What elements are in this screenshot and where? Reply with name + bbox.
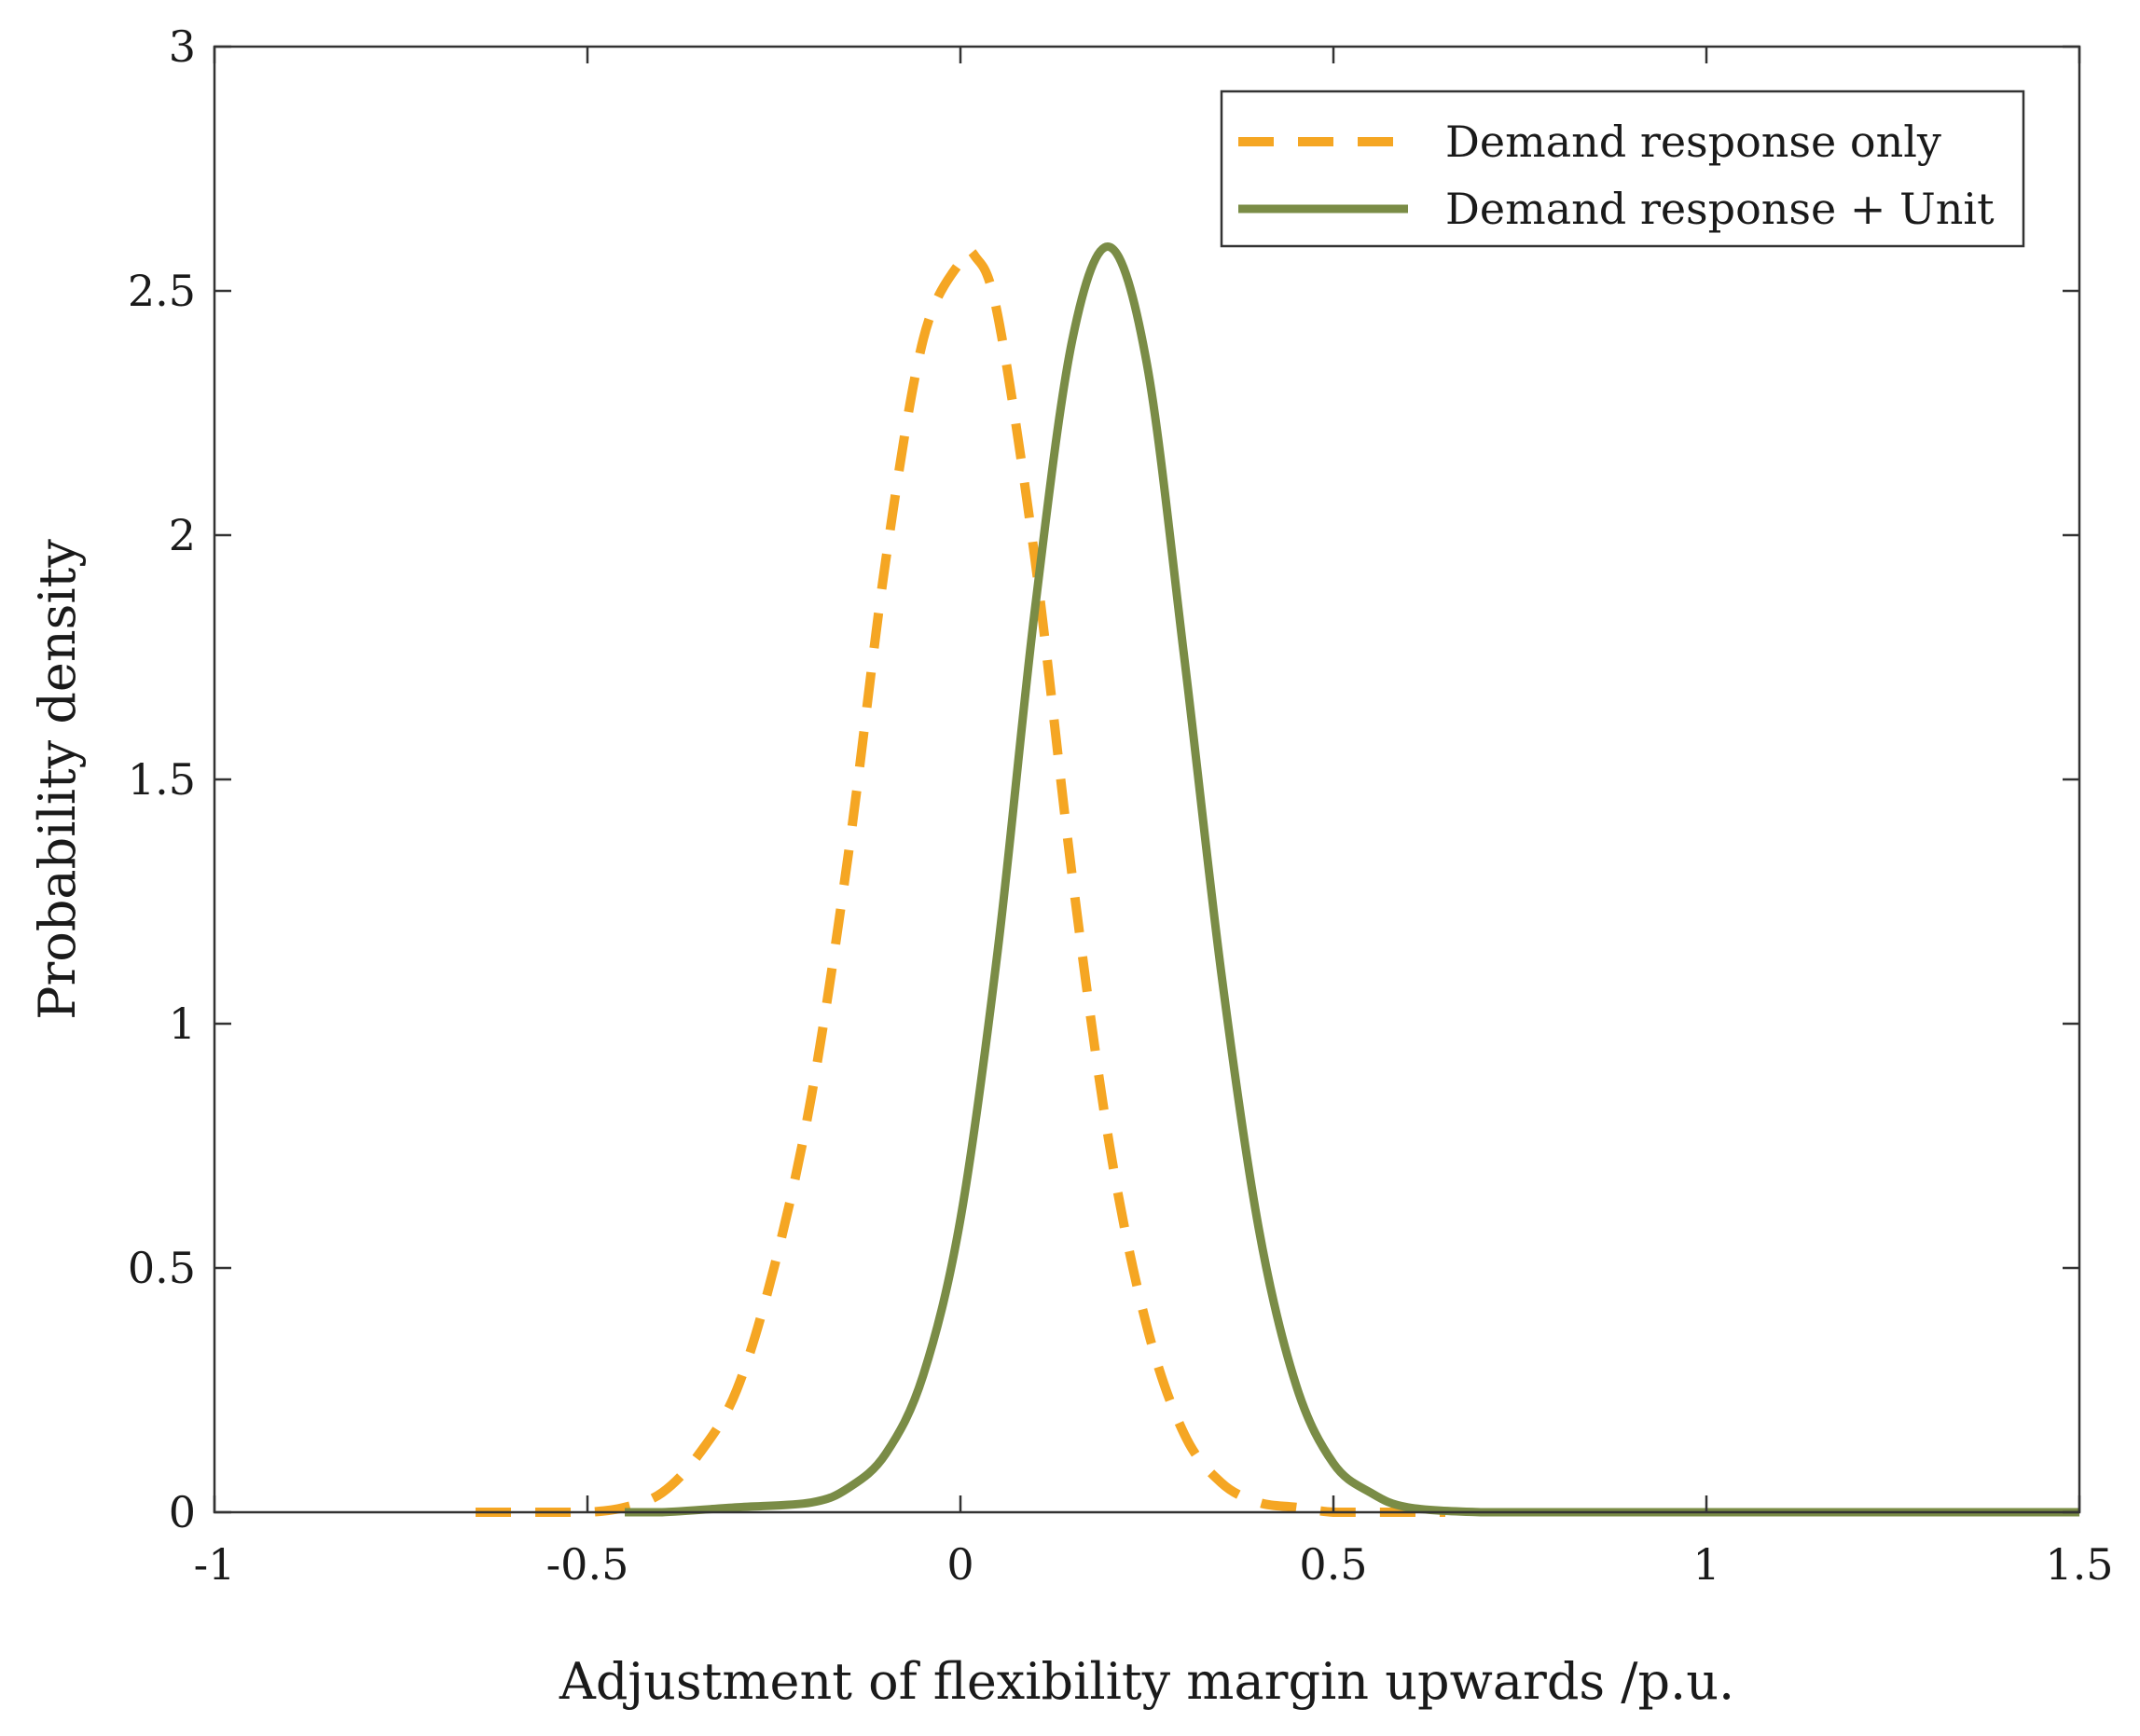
- x-tick-label: 0.5: [1299, 1539, 1367, 1590]
- x-tick-label: 1.5: [2045, 1539, 2113, 1590]
- ticks-layer: -1 -0.5 0 0.5 1 1.5 0 0.5 1 1.5 2 2.5 3: [128, 21, 2114, 1590]
- plot-frame: [213, 45, 2081, 1514]
- y-tick-label: 0: [169, 1487, 196, 1537]
- series-line-demand-response-only: [476, 245, 1445, 1518]
- x-tick-label: -0.5: [546, 1539, 629, 1590]
- legend-label: Demand response only: [1445, 117, 1941, 167]
- x-tick-label: 1: [1692, 1539, 1719, 1590]
- x-axis-title: Adjustment of flexibility margin upwards…: [559, 1652, 1734, 1711]
- x-tick-label: -1: [194, 1539, 236, 1590]
- y-tick-label: 2.5: [128, 266, 196, 316]
- y-tick-label: 1.5: [128, 754, 196, 805]
- legend-label: Demand response + Unit: [1445, 184, 1995, 234]
- legend-box: [1220, 90, 2025, 248]
- y-tick-label: 0.5: [128, 1243, 196, 1293]
- y-tick-label: 2: [169, 510, 196, 560]
- y-tick-label: 1: [169, 999, 196, 1049]
- y-axis-title: Probability density: [28, 539, 87, 1020]
- legend: Demand response only Demand response + Un…: [1220, 90, 2025, 248]
- y-tick-label: 3: [169, 21, 196, 72]
- x-tick-label: 0: [946, 1539, 973, 1590]
- series-layer: [476, 242, 2079, 1518]
